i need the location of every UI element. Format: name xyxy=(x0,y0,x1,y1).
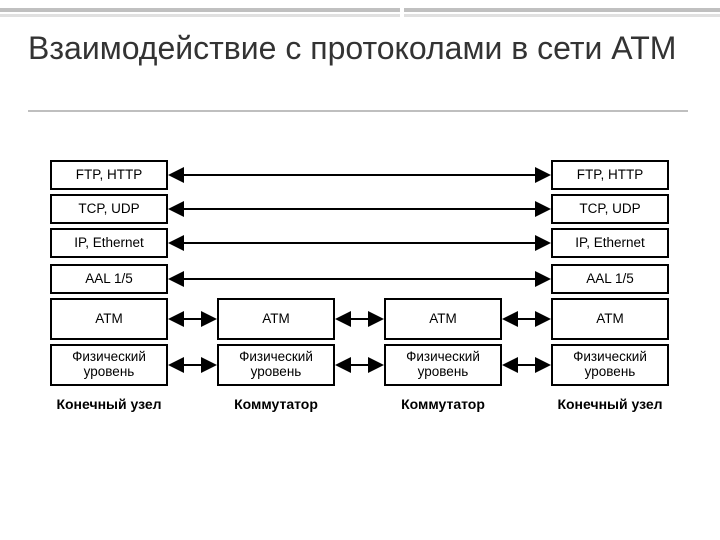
layer-box: Физический уровень xyxy=(384,344,502,386)
column-caption: Коммутатор xyxy=(384,396,502,412)
column-caption: Коммутатор xyxy=(217,396,335,412)
layer-box: ATM xyxy=(384,298,502,340)
header-accent-bar-2 xyxy=(0,14,720,17)
layer-box: AAL 1/5 xyxy=(551,264,669,294)
layer-box: Физический уровень xyxy=(551,344,669,386)
atm-protocol-diagram: FTP, HTTPTCP, UDPIP, EthernetAAL 1/5ATMФ… xyxy=(50,160,670,490)
layer-box: AAL 1/5 xyxy=(50,264,168,294)
layer-box: Физический уровень xyxy=(50,344,168,386)
column-caption: Конечный узел xyxy=(551,396,669,412)
layer-box: IP, Ethernet xyxy=(551,228,669,258)
layer-box: Физический уровень xyxy=(217,344,335,386)
layer-box: ATM xyxy=(551,298,669,340)
title-underline xyxy=(28,110,688,112)
layer-box: FTP, HTTP xyxy=(50,160,168,190)
layer-box: IP, Ethernet xyxy=(50,228,168,258)
layer-box: TCP, UDP xyxy=(50,194,168,224)
page-title: Взаимодействие с протоколами в сети ATM xyxy=(28,30,676,67)
layer-box: ATM xyxy=(217,298,335,340)
layer-box: TCP, UDP xyxy=(551,194,669,224)
layer-box: ATM xyxy=(50,298,168,340)
header-accent-bar xyxy=(0,8,720,12)
layer-box: FTP, HTTP xyxy=(551,160,669,190)
column-caption: Конечный узел xyxy=(50,396,168,412)
